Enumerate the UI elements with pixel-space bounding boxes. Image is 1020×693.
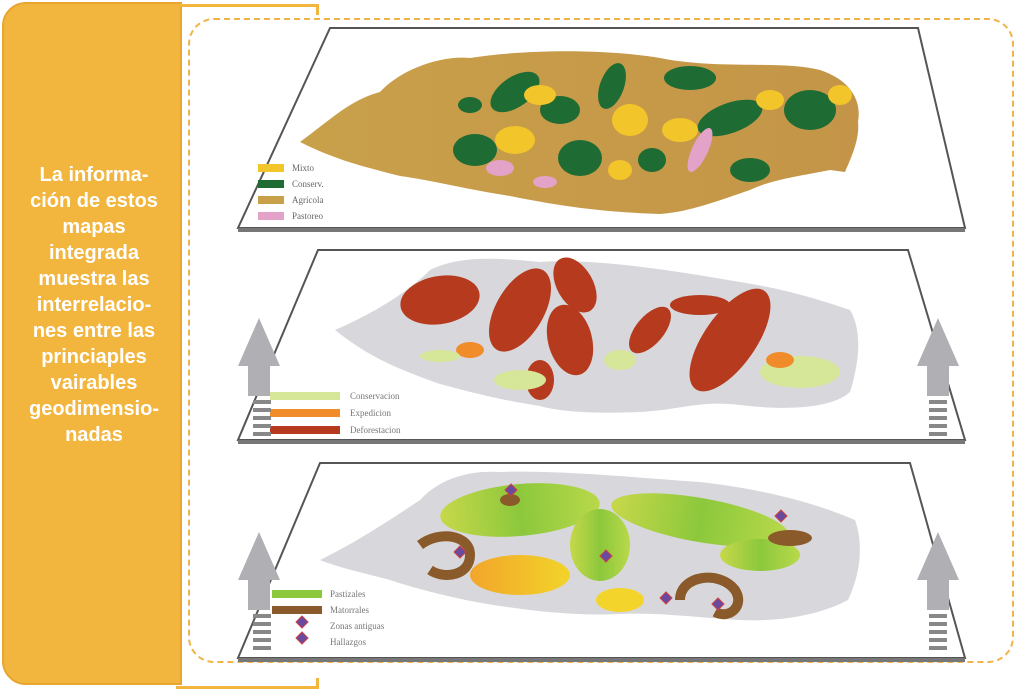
legend-label: Pastizales <box>330 589 366 599</box>
legend-label: Deforestacion <box>350 425 401 435</box>
bracket-top <box>176 4 319 15</box>
legend-swatch <box>258 164 284 172</box>
up-arrow-right-upper <box>917 318 959 436</box>
layer-2-map: Conservacion Expedicion Deforestacion <box>236 249 967 444</box>
up-arrow-left-lower <box>238 532 280 650</box>
up-arrow-right-lower <box>917 532 959 650</box>
side-panel-text: La informa- ción de estos mapas integrad… <box>28 164 159 446</box>
legend-swatch <box>272 606 322 614</box>
layer-1-map: Mixto Conserv. Agrícola Pastoreo <box>236 27 967 232</box>
legend-swatch <box>258 212 284 220</box>
layer-3-map: Pastizales Matorrales Zonas antiguas Hal… <box>236 462 967 662</box>
legend-label: Matorrales <box>330 605 369 615</box>
legend-label: Expedicion <box>350 408 391 418</box>
legend-label: Conservacion <box>350 391 400 401</box>
legend-swatch <box>295 631 309 645</box>
legend-swatch <box>270 426 340 434</box>
legend-label: Conserv. <box>292 179 324 189</box>
legend-swatch <box>258 180 284 188</box>
legend-swatch <box>272 590 322 598</box>
legend-label: Hallazgos <box>330 637 366 647</box>
legend-swatch <box>258 196 284 204</box>
legend-label: Zonas antiguas <box>330 621 385 631</box>
legend-label: Mixto <box>292 163 315 173</box>
side-panel <box>2 2 182 685</box>
bracket-bottom <box>176 678 319 689</box>
legend-swatch <box>295 615 309 629</box>
legend-swatch <box>270 409 340 417</box>
legend-swatch <box>270 392 340 400</box>
legend-label: Agrícola <box>292 195 324 205</box>
up-arrow-left-upper <box>238 318 280 436</box>
legend-label: Pastoreo <box>292 211 323 221</box>
